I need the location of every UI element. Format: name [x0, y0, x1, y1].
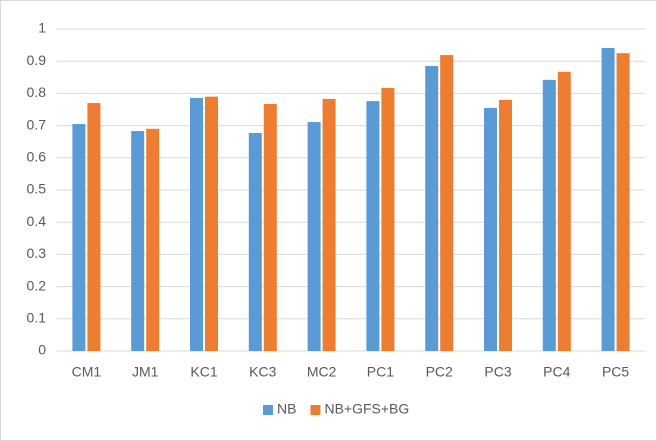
x-tick-label: CM1 — [72, 364, 102, 380]
x-tick-label: JM1 — [132, 364, 159, 380]
y-tick-label: 0.8 — [27, 84, 47, 100]
y-tick-label: 1 — [38, 20, 46, 36]
y-tick-label: 0.4 — [27, 213, 47, 229]
legend-label: NB — [277, 401, 296, 417]
bar — [190, 97, 203, 352]
bar — [248, 133, 262, 351]
bar — [499, 99, 512, 351]
bar — [425, 66, 439, 351]
y-tick-label: 0.2 — [27, 277, 47, 293]
y-tick-label: 0.1 — [27, 310, 47, 326]
bar — [263, 104, 277, 351]
bar — [542, 79, 556, 351]
legend-swatch — [263, 405, 273, 415]
bar — [131, 131, 145, 351]
x-tick-label: PC3 — [484, 364, 511, 380]
bar — [381, 87, 395, 352]
y-tick-label: 0.5 — [27, 181, 47, 197]
bar — [601, 47, 615, 352]
x-tick-label: PC5 — [602, 364, 629, 380]
x-tick-label: PC1 — [367, 364, 394, 380]
bar — [205, 96, 218, 352]
y-tick-label: 0.3 — [27, 245, 47, 261]
bar — [87, 103, 101, 351]
legend-swatch — [310, 405, 321, 415]
x-tick-label: KC1 — [190, 364, 217, 380]
y-tick-label: 0.7 — [27, 116, 47, 132]
x-tick-label: PC2 — [426, 364, 453, 380]
bar — [72, 123, 86, 352]
legend-label: NB+GFS+BG — [324, 401, 409, 417]
bar — [307, 122, 321, 351]
y-tick-label: 0.6 — [27, 149, 47, 165]
y-tick-label: 0.9 — [27, 52, 47, 68]
bar — [366, 101, 380, 352]
bar — [484, 107, 497, 351]
bar — [146, 128, 160, 351]
bar — [557, 71, 571, 352]
bar — [322, 98, 336, 352]
bar — [616, 53, 630, 352]
x-tick-label: PC4 — [543, 364, 570, 380]
bar — [440, 55, 454, 351]
x-tick-label: KC3 — [249, 364, 276, 380]
y-tick-label: 0 — [38, 342, 46, 358]
x-tick-label: MC2 — [307, 364, 337, 380]
